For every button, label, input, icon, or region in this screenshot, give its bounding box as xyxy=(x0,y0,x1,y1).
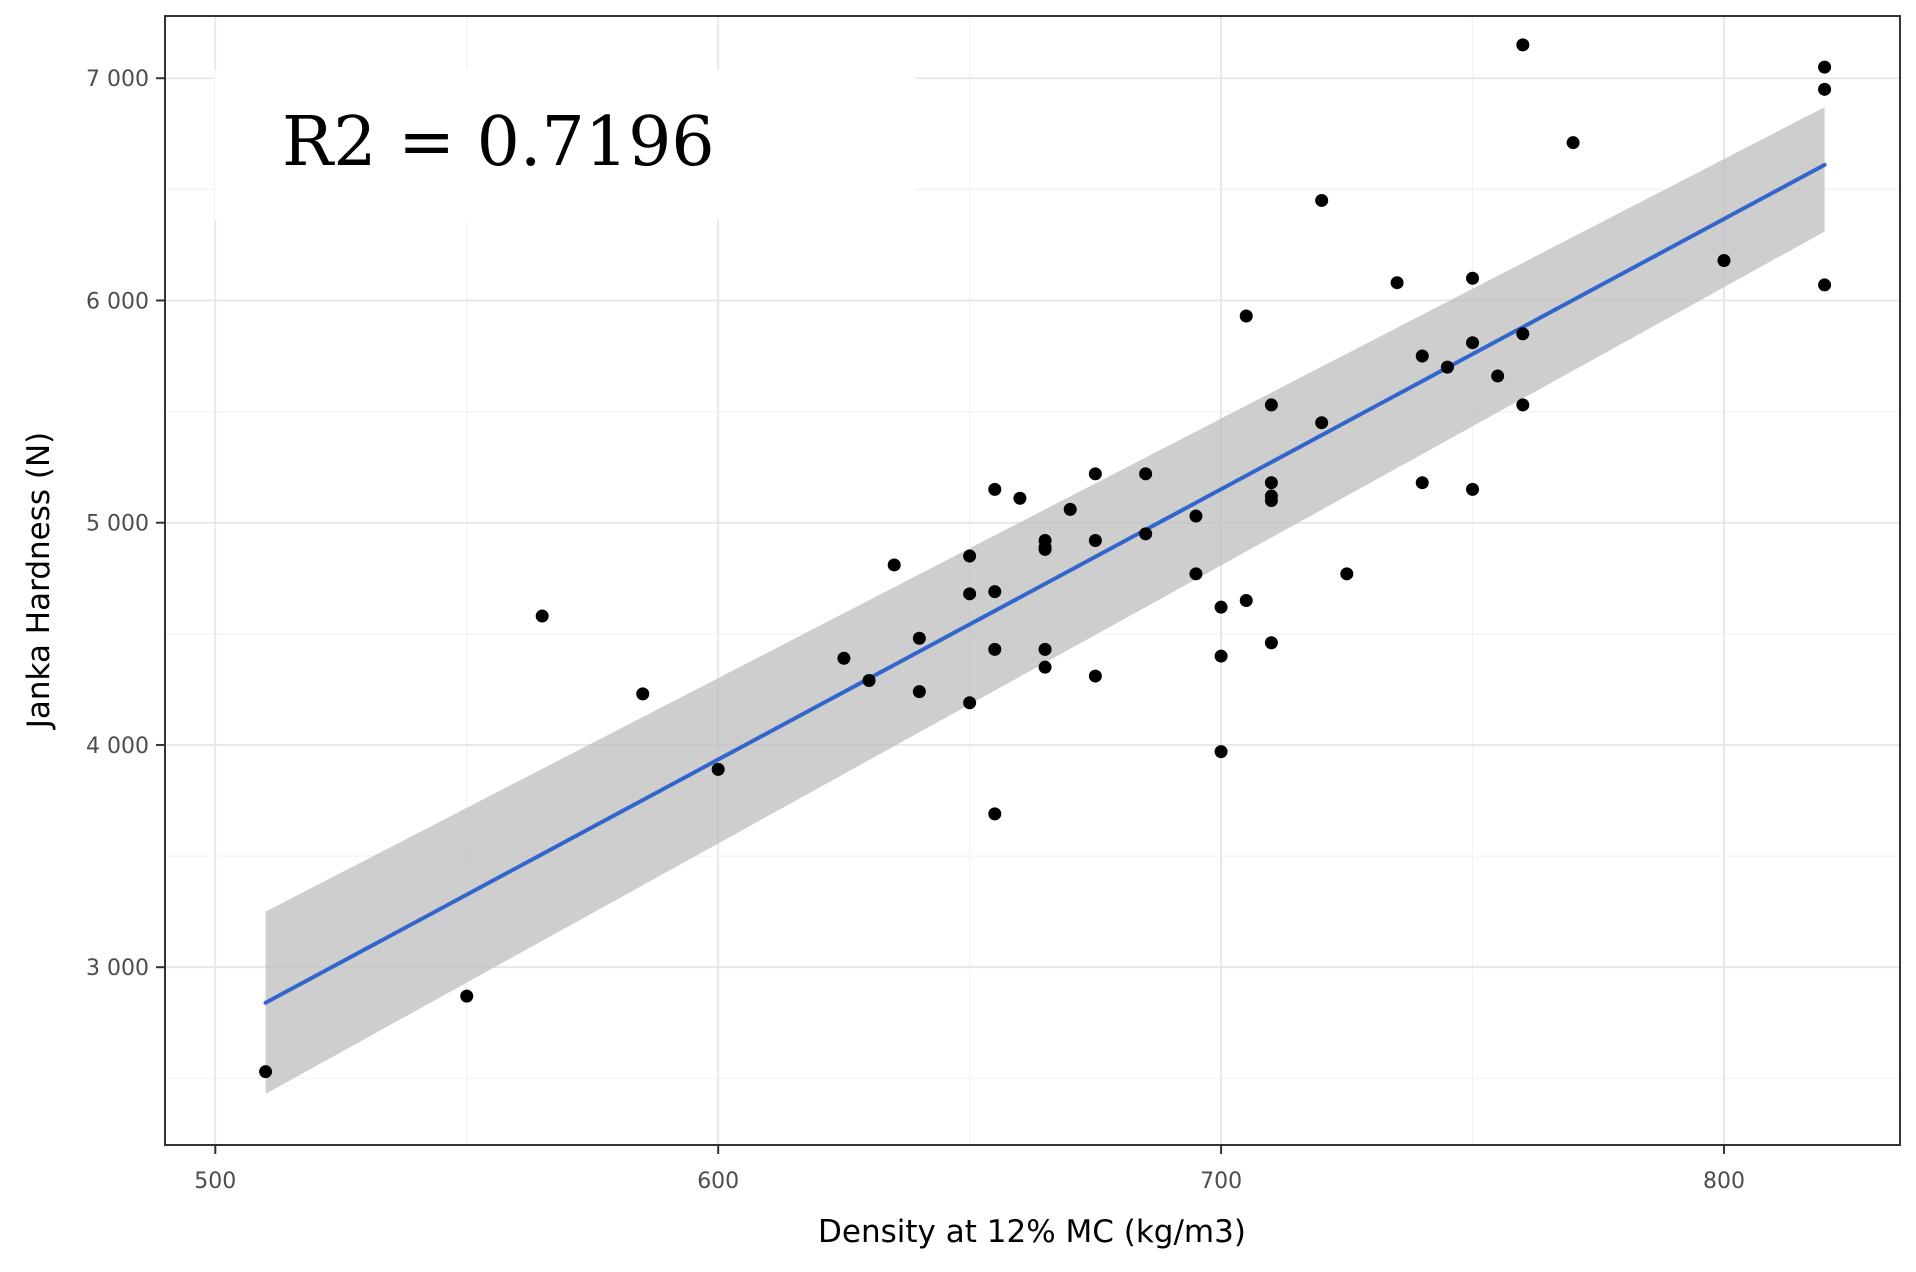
data-point xyxy=(1214,600,1228,614)
data-point xyxy=(259,1065,273,1079)
panel-border xyxy=(164,15,1901,1146)
data-point xyxy=(1264,398,1278,412)
data-point xyxy=(963,587,977,601)
data-point xyxy=(1466,336,1480,350)
data-points xyxy=(259,38,1832,1079)
data-point xyxy=(988,585,1002,599)
data-point xyxy=(912,685,926,699)
data-point xyxy=(1214,649,1228,663)
data-point xyxy=(1088,669,1102,683)
x-tick-label: 700 xyxy=(1200,1169,1242,1194)
data-point xyxy=(1063,502,1077,516)
data-point xyxy=(1415,476,1429,490)
data-point xyxy=(1818,278,1832,292)
data-point xyxy=(1189,509,1203,523)
x-axis-title: Density at 12% MC (kg/m3) xyxy=(818,1214,1246,1250)
y-tick-label: 4 000 xyxy=(86,734,149,759)
data-point xyxy=(1088,533,1102,547)
data-point xyxy=(988,642,1002,656)
x-tick-label: 600 xyxy=(697,1169,739,1194)
data-point xyxy=(963,696,977,710)
data-point xyxy=(535,609,549,623)
data-point xyxy=(1088,467,1102,481)
data-point xyxy=(1038,642,1052,656)
data-point xyxy=(988,807,1002,821)
data-point xyxy=(1466,482,1480,496)
data-point xyxy=(912,631,926,645)
data-point xyxy=(1491,369,1505,383)
confidence-band xyxy=(265,107,1825,1094)
data-point xyxy=(460,989,474,1003)
data-point xyxy=(1516,398,1530,412)
data-point xyxy=(1264,476,1278,490)
data-point xyxy=(988,482,1002,496)
data-point xyxy=(1239,309,1253,323)
data-point xyxy=(1038,660,1052,674)
y-tick-label: 6 000 xyxy=(86,289,149,314)
data-point xyxy=(1466,271,1480,285)
data-point xyxy=(1315,416,1329,430)
data-point xyxy=(1717,253,1731,267)
y-tick-label: 3 000 xyxy=(86,956,149,981)
data-point xyxy=(963,549,977,563)
r2-annotation: R2 = 0.7196 xyxy=(282,103,715,182)
data-point xyxy=(1818,60,1832,74)
data-point xyxy=(1139,467,1153,481)
data-point xyxy=(636,687,650,701)
data-point xyxy=(1013,491,1027,505)
y-tick-label: 5 000 xyxy=(86,512,149,537)
y-tick-label: 7 000 xyxy=(86,67,149,92)
data-point xyxy=(1315,193,1329,207)
data-point xyxy=(711,762,725,776)
data-point xyxy=(1214,745,1228,759)
data-point xyxy=(1390,276,1404,290)
data-point xyxy=(1264,493,1278,507)
regression-line xyxy=(263,162,1827,1005)
data-point xyxy=(1189,567,1203,581)
y-axis-title: Janka Hardness (N) xyxy=(21,432,57,730)
data-point xyxy=(1264,636,1278,650)
data-point xyxy=(1440,360,1454,374)
data-point xyxy=(1516,327,1530,341)
data-point xyxy=(1415,349,1429,363)
data-point xyxy=(887,558,901,572)
annotation-background xyxy=(215,70,915,220)
data-point xyxy=(1818,82,1832,96)
x-tick-label: 800 xyxy=(1703,1169,1745,1194)
data-point xyxy=(1566,136,1580,150)
data-point xyxy=(1516,38,1530,52)
y-axis: 3 000 4 000 5 000 6 000 7 000 xyxy=(86,67,165,981)
x-tick-label: 500 xyxy=(194,1169,236,1194)
data-point xyxy=(837,651,851,665)
data-point xyxy=(1038,540,1052,554)
x-axis: 500 600 700 800 xyxy=(194,1145,1745,1194)
data-point xyxy=(862,674,876,688)
data-point xyxy=(1239,594,1253,608)
data-point xyxy=(1340,567,1354,581)
data-point xyxy=(1139,527,1153,541)
